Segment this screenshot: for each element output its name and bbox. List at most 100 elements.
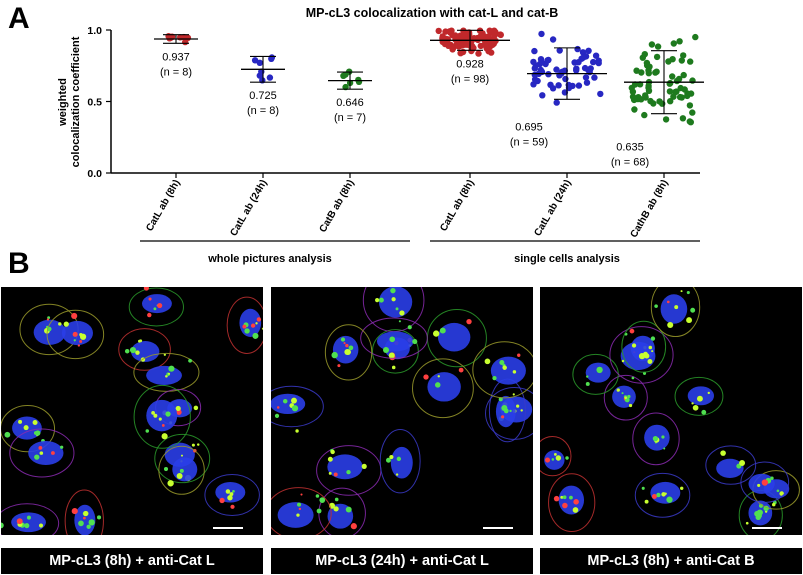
vesicle — [256, 317, 262, 322]
vesicle — [395, 473, 399, 476]
data-point — [469, 43, 476, 50]
data-point — [672, 88, 679, 96]
vesicle — [255, 322, 258, 325]
vesicle — [596, 366, 603, 374]
vesicle — [666, 496, 673, 503]
vesicle — [276, 406, 280, 409]
vesicle — [501, 415, 505, 419]
data-point — [553, 99, 560, 106]
group-label-single: single cells analysis — [514, 253, 620, 265]
data-point — [531, 47, 538, 55]
vesicle — [412, 339, 418, 345]
vesicle — [135, 350, 140, 355]
vesicle — [316, 508, 322, 514]
vesicle — [16, 518, 23, 525]
vesicle — [340, 337, 346, 342]
data-point — [654, 43, 662, 50]
vesicle — [739, 459, 746, 466]
vesicle — [51, 451, 55, 455]
vesicle — [83, 510, 89, 517]
y-tick-label: 0.5 — [87, 97, 102, 109]
data-point — [642, 92, 649, 99]
micrograph-caption: MP-cL3 (8h) + anti-Cat B — [540, 548, 802, 574]
vesicle — [648, 345, 653, 350]
vesicle — [398, 320, 401, 323]
cell-outline — [674, 376, 724, 416]
vesicle — [274, 413, 280, 418]
vesicle — [388, 352, 395, 359]
vesicle — [437, 375, 440, 378]
vesicle — [71, 508, 78, 515]
n-label: (n = 8) — [247, 105, 279, 117]
vesicle — [628, 403, 633, 408]
vesicle — [153, 307, 157, 311]
n-label: (n = 7) — [334, 112, 366, 124]
vesicle — [484, 358, 491, 365]
data-point — [669, 73, 676, 80]
vesicle — [333, 472, 338, 477]
vesicle — [385, 457, 391, 463]
vesicle — [298, 507, 302, 511]
mean-value-label: 0.646 — [336, 97, 364, 109]
cell-outline — [540, 436, 572, 477]
data-point — [497, 31, 504, 38]
panel-b-label: B — [8, 247, 30, 280]
vesicle — [652, 435, 659, 442]
data-point — [597, 90, 604, 98]
y-axis-label-line2: colocalization coefficient — [70, 36, 82, 167]
data-point — [266, 74, 274, 81]
vesicle — [647, 359, 653, 364]
vesicle — [517, 353, 521, 357]
vesicle — [686, 290, 690, 295]
data-point — [670, 40, 677, 47]
x-tick-label: CatL ab (24h) — [532, 178, 573, 238]
data-point — [445, 42, 452, 49]
vesicle — [654, 304, 658, 308]
vesicle — [720, 450, 726, 456]
nucleus — [61, 320, 93, 346]
vesicle — [771, 502, 776, 507]
vesicle — [138, 339, 141, 343]
cell-outline — [133, 384, 191, 449]
data-point — [590, 58, 597, 66]
mean-value-label: 0.695 — [515, 121, 543, 133]
data-point — [587, 65, 594, 72]
vesicle — [395, 307, 399, 311]
vesicle — [1, 522, 4, 529]
data-point — [631, 81, 639, 88]
vesicle — [616, 388, 620, 392]
vesicle — [390, 287, 396, 294]
cell-outline — [705, 445, 757, 485]
cell-outline — [379, 428, 421, 494]
data-point — [475, 50, 482, 57]
data-point — [555, 82, 562, 89]
vesicle — [79, 333, 83, 337]
vesicle — [188, 358, 192, 363]
vesicle — [63, 321, 69, 327]
vesicle — [153, 413, 158, 418]
vesicle — [39, 451, 44, 455]
nucleus — [146, 365, 182, 385]
data-point — [648, 41, 656, 48]
vesicle — [761, 479, 769, 486]
vesicle — [544, 457, 551, 463]
data-point — [662, 116, 670, 123]
vesicle — [348, 345, 354, 351]
vesicle — [163, 467, 169, 472]
data-point — [666, 88, 674, 95]
vesicle — [661, 435, 665, 439]
vesicle — [512, 393, 515, 396]
vesicle — [562, 495, 567, 500]
vesicle — [157, 302, 163, 309]
vesicle — [88, 519, 95, 526]
vesicle — [776, 489, 780, 493]
vesicle — [757, 483, 761, 488]
vesicle — [764, 510, 768, 513]
vesicle — [520, 409, 523, 412]
vesicle — [71, 312, 78, 320]
nucleus — [748, 473, 775, 494]
cell-outline — [226, 296, 263, 354]
data-point — [629, 93, 637, 101]
data-point — [538, 30, 545, 38]
cell-outline — [9, 428, 75, 478]
